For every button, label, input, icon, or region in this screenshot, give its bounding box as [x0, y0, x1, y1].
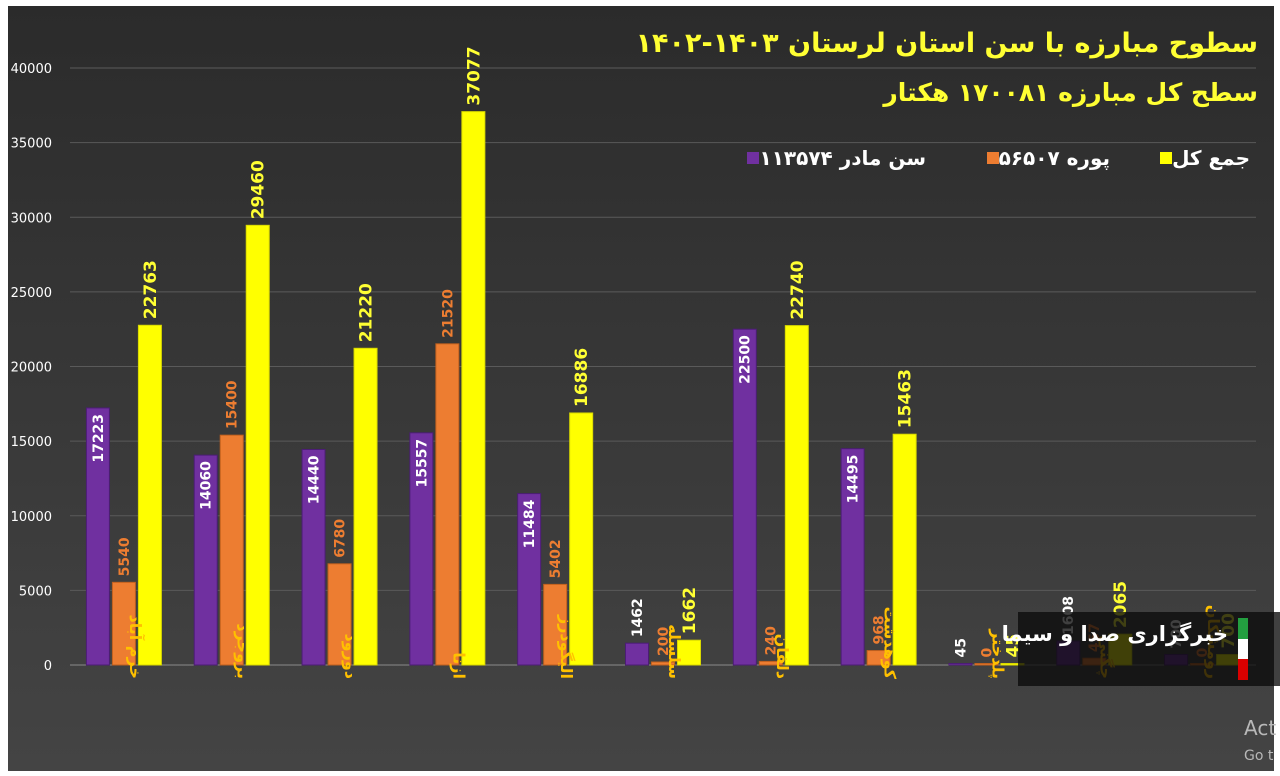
data-label-total: 29460: [249, 160, 269, 219]
bar-nymph: [543, 583, 568, 666]
data-label-nymph: 240: [764, 626, 780, 655]
chart-frame: 0 5000 10000 15000 20000 25000 30000 35000 40000…: [8, 6, 1274, 771]
category-label: پلدختر: [987, 628, 1007, 679]
category-label: بروجرد: [234, 623, 253, 679]
category-label: دلفان: [773, 634, 792, 679]
bar-nymph: [327, 563, 352, 666]
bar-adult: [409, 432, 434, 666]
bar-total: [461, 111, 486, 666]
chart-title: سطوح مبارزه با سن استان لرستان ۱۴۰۳-۱۴۰۲: [635, 28, 1258, 59]
data-label-adult: 45: [953, 638, 969, 657]
data-label-adult: 14495: [846, 455, 862, 504]
y-tick-label: 40000: [11, 62, 52, 77]
legend-label-nymph: پوره ۵۶۵۰۷: [998, 146, 1110, 170]
data-label-total: 15463: [896, 369, 916, 428]
legend-swatch-nymph: [986, 152, 999, 164]
news-agency-watermark: خبرگزاری صدا و سیما: [1002, 612, 1280, 686]
legend-swatch-total: [1160, 152, 1173, 164]
legend-label-adult: سن مادر ۱۱۳۵۷۴: [759, 146, 926, 170]
data-label-total: 22740: [788, 260, 808, 319]
bar-adult: [625, 642, 649, 666]
data-label-nymph: 21520: [440, 289, 456, 338]
y-axis-ticks: 0 5000 10000 15000 20000 25000 30000 35000 40000: [11, 62, 52, 674]
legend-item-adult: سن مادر ۱۱۳۵۷۴: [739, 146, 926, 170]
data-label-adult: 1462: [630, 598, 646, 637]
bars: [85, 111, 1241, 666]
data-label-adult: 11484: [522, 499, 538, 548]
data-label-nymph: 15400: [225, 380, 241, 429]
category-label: خرم آباد: [126, 615, 146, 680]
data-label-total: 21220: [356, 283, 376, 342]
category-label: ازنا: [449, 652, 468, 679]
category-label: دورود: [342, 633, 361, 679]
data-label-total: 37077: [464, 46, 484, 105]
iran-flag-icon: [1238, 618, 1248, 680]
category-label: الیگودرز: [557, 614, 576, 679]
data-label-adult: 17223: [91, 414, 107, 463]
bar-nymph: [651, 661, 675, 666]
data-label-adult: 15557: [414, 439, 430, 488]
y-tick-label: 5000: [19, 584, 52, 599]
bar-total: [569, 412, 594, 666]
y-tick-label: 35000: [11, 137, 52, 152]
data-label-total: 22763: [141, 260, 161, 319]
category-label: سلسله: [665, 624, 684, 679]
watermark-text: خبرگزاری صدا و سیما: [1001, 622, 1228, 646]
bar-adult: [301, 448, 326, 666]
bar-total: [677, 639, 701, 666]
legend-label-total: جمع کل: [1172, 146, 1250, 170]
chart-subtitle: سطح کل مبارزه ۱۷۰۰۸۱ هکتار: [883, 78, 1258, 107]
bar-total: [784, 325, 809, 666]
data-label-nymph: 0: [979, 648, 995, 658]
data-label-nymph: 6780: [332, 519, 348, 558]
data-label-total: 1662: [680, 587, 700, 634]
bar-nymph: [435, 343, 460, 666]
y-tick-label: 25000: [11, 286, 52, 301]
bar-nymph: [866, 650, 891, 666]
data-label-nymph: 5540: [117, 537, 133, 576]
bar-total: [353, 347, 378, 666]
windows-activation-subtext: Go t: [1244, 748, 1274, 764]
legend-swatch-adult: [747, 152, 760, 164]
y-tick-label: 10000: [11, 510, 52, 525]
data-label-nymph: 200: [656, 627, 672, 656]
bar-total: [892, 433, 917, 666]
y-tick-label: 20000: [11, 361, 52, 376]
legend-item-nymph: پوره ۵۶۵۰۷: [979, 146, 1110, 170]
bar-nymph: [758, 660, 783, 666]
data-label-adult: 22500: [738, 335, 754, 384]
data-label-adult: 14060: [199, 461, 215, 510]
bar-adult: [948, 663, 973, 666]
chart-plot: 0 5000 10000 15000 20000 25000 30000 35000 40000…: [11, 46, 1256, 680]
data-label-nymph: 5402: [548, 539, 564, 578]
bar-adult: [840, 448, 865, 666]
bar-nymph: [111, 581, 136, 666]
bar-total: [245, 224, 270, 666]
bar-nymph: [219, 434, 244, 666]
bar-adult: [193, 454, 218, 666]
legend-item-total: جمع کل: [1152, 146, 1250, 170]
category-label: کوهدشت: [881, 607, 900, 680]
bar-adult: [517, 493, 542, 666]
bar-nymph: [974, 663, 999, 666]
y-tick-label: 0: [44, 659, 52, 674]
y-tick-label: 30000: [11, 211, 52, 226]
bar-adult: [85, 407, 110, 666]
windows-activation-text: Act: [1244, 716, 1277, 740]
data-label-total: 16886: [572, 348, 592, 407]
bar-total: [137, 324, 162, 666]
y-tick-label: 15000: [11, 435, 52, 450]
data-label-nymph: 968: [872, 615, 888, 644]
data-label-adult: 14440: [306, 455, 322, 504]
bar-adult: [732, 328, 757, 666]
data-labels: 17223 5540 22763 14060 15400 29460 14440 6780 21…: [91, 46, 1239, 657]
